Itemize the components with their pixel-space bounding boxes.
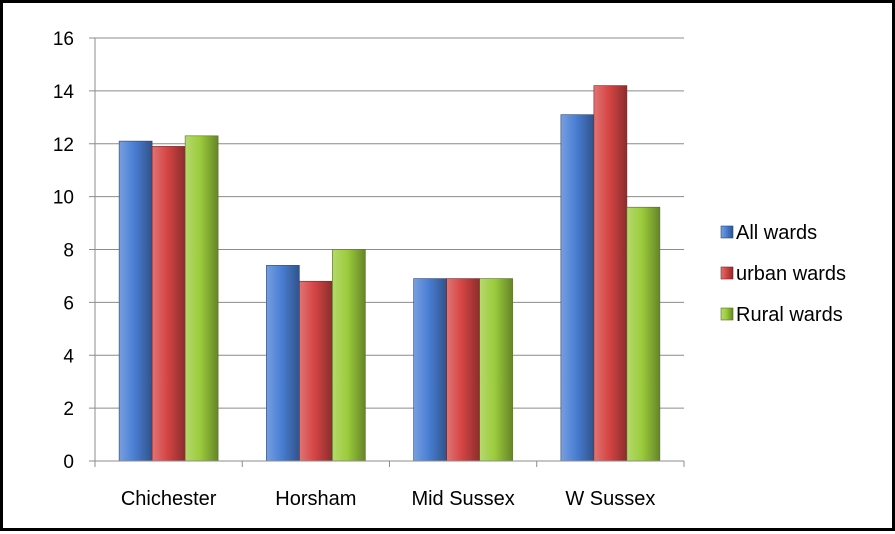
bar-rural-wards xyxy=(626,206,661,462)
y-tick-label: 6 xyxy=(63,293,74,314)
axes: 0 2 4 6 8 10 12 14 16 Chichester Horsham Mid Sussex… xyxy=(53,29,685,510)
legend-label: urban wards xyxy=(736,263,846,285)
bar-rural-wards xyxy=(332,249,366,462)
bar-all-wards xyxy=(118,140,153,462)
bar-urban-wards xyxy=(593,85,628,462)
bar-chart: 0 2 4 6 8 10 12 14 16 Chichester Horsham Mid Sussex… xyxy=(53,29,846,510)
legend: All wards urban wards Rural wards xyxy=(720,222,846,326)
bar-urban-wards xyxy=(299,280,333,462)
bar-rural-wards xyxy=(479,278,513,462)
legend-swatch xyxy=(720,266,734,280)
y-tick-label: 4 xyxy=(63,346,74,367)
bar-rural-wards xyxy=(184,135,219,462)
legend-swatch xyxy=(720,225,734,239)
y-tick-label: 8 xyxy=(63,241,74,262)
bar-all-wards xyxy=(266,265,300,462)
y-tick-label: 10 xyxy=(53,188,74,209)
bar-urban-wards xyxy=(151,146,186,462)
y-tick-label: 2 xyxy=(63,399,74,420)
x-category-label: Horsham xyxy=(275,488,356,510)
x-category-label: W Sussex xyxy=(565,488,655,510)
legend-swatch xyxy=(720,307,734,321)
y-tick-label: 0 xyxy=(63,452,74,473)
bar-all-wards xyxy=(413,278,447,462)
bar-urban-wards xyxy=(446,278,480,462)
bar-all-wards xyxy=(560,114,595,462)
legend-label: Rural wards xyxy=(736,304,843,326)
x-category-label: Mid Sussex xyxy=(411,488,514,510)
y-tick-label: 12 xyxy=(53,135,74,156)
y-tick-label: 14 xyxy=(53,82,75,103)
legend-label: All wards xyxy=(736,222,817,244)
y-tick-label: 16 xyxy=(53,29,74,50)
x-category-label: Chichester xyxy=(121,488,217,510)
bars xyxy=(118,85,661,462)
